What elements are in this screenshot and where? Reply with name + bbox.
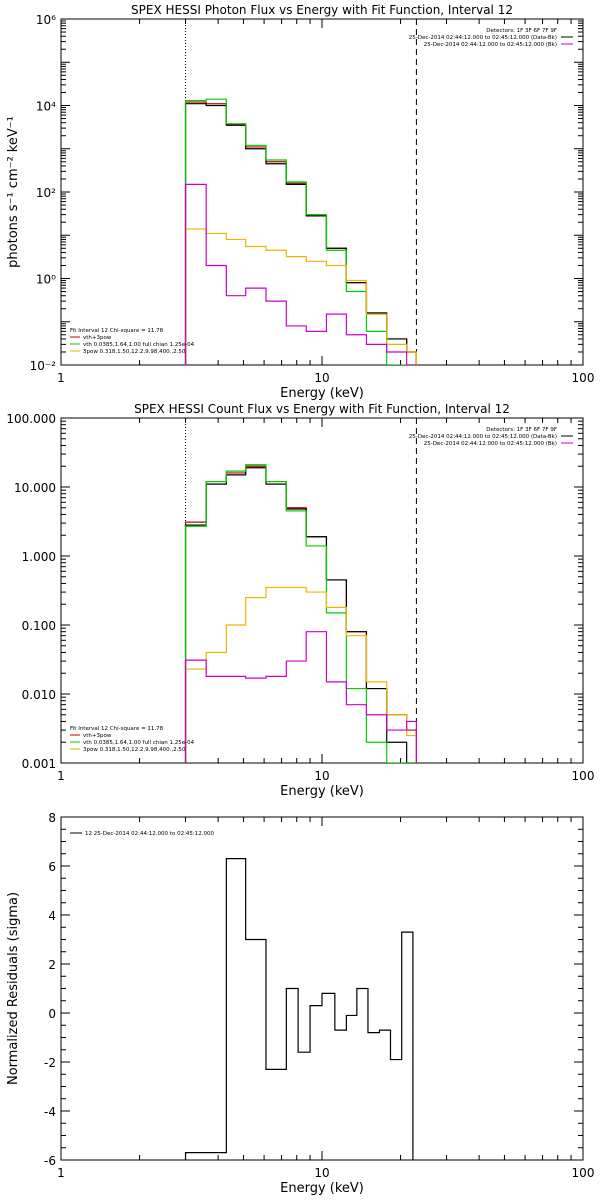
legend-left-entry: vth 0.0385,1.64,1.00 full chian 1.25e-04 bbox=[83, 740, 195, 746]
series-line-5 bbox=[184, 183, 417, 365]
legend-right-entry: 25-Dec-2014 02:44:12.000 to 02:45:12.000… bbox=[424, 441, 557, 447]
plot-frame bbox=[60, 417, 584, 764]
series-line-1 bbox=[184, 858, 414, 1160]
y-tick-label: 8 bbox=[48, 811, 56, 825]
y-tick-label: 10⁻² bbox=[30, 359, 57, 373]
x-tick-label: 100 bbox=[572, 769, 595, 783]
y-tick-label: -6 bbox=[44, 1154, 56, 1168]
series-line-4 bbox=[184, 586, 418, 763]
x-tick-label: 100 bbox=[572, 1166, 595, 1180]
legend-left-entry: 12 25-Dec-2014 02:44:12.000 to 02:45:12.… bbox=[85, 831, 215, 837]
plot-panel-1: SPEX HESSI Photon Flux vs Energy with Fi… bbox=[6, 3, 594, 401]
legend-left-entry: Fit Interval 12 Chi-square = 11.78 bbox=[70, 328, 164, 334]
legend-right-entry: Detectors: 1F 3F 6F 7F 9F bbox=[486, 28, 557, 34]
y-tick-label: 4 bbox=[48, 909, 56, 923]
chart-title: SPEX HESSI Photon Flux vs Energy with Fi… bbox=[131, 3, 513, 17]
y-tick-label: 10⁴ bbox=[36, 100, 56, 114]
y-axis-label: photons s⁻¹ cm⁻² keV⁻¹ bbox=[6, 116, 21, 268]
plot-panel-3: 1 10 100 -6 -4 -2 0 2 4 6 8 Energy (keV) Normalized … bbox=[6, 811, 594, 1196]
plot-panel-2: SPEX HESSI Count Flux vs Energy with Fit… bbox=[6, 402, 594, 799]
y-tick-label: 10² bbox=[36, 186, 56, 200]
plot-frame bbox=[60, 816, 584, 1161]
x-tick-label: 1 bbox=[57, 1166, 65, 1180]
plot-frame bbox=[60, 18, 584, 366]
y-tick-label: 10⁶ bbox=[36, 13, 56, 27]
y-tick-label: -2 bbox=[44, 1056, 56, 1070]
x-tick-label: 100 bbox=[572, 371, 595, 385]
legend-left-entry: vth+3pow bbox=[83, 335, 112, 341]
series-line-5 bbox=[184, 631, 418, 763]
x-axis-label: Energy (keV) bbox=[280, 386, 364, 401]
x-axis-label: Energy (keV) bbox=[280, 784, 364, 799]
series-line-3 bbox=[184, 98, 417, 365]
y-axis-label: Normalized Residuals (sigma) bbox=[6, 892, 21, 1085]
legend-left-entry: 3pow 0.318,1.50,12.2,9.98,400.,2.50 bbox=[83, 747, 186, 753]
series-line-3 bbox=[184, 464, 417, 763]
y-tick-label: 0.010 bbox=[22, 688, 56, 702]
series-group bbox=[184, 98, 418, 365]
legend-right-entry: 25-Dec-2014 02:44:12.000 to 02:45:12.000… bbox=[424, 42, 557, 48]
legend-left-entry: vth 0.0385,1.64,1.00 full chian 1.25e-04 bbox=[83, 342, 195, 348]
legend-left-entry: Fit Interval 12 Chi-square = 11.78 bbox=[70, 726, 164, 732]
y-tick-label: 0 bbox=[48, 1007, 56, 1021]
y-tick-label: 100.000 bbox=[6, 412, 56, 426]
y-tick-label: 10.000 bbox=[14, 481, 56, 495]
legend-left-entry: 3pow 0.318,1.50,12.2,9.98,400.,2.50 bbox=[83, 349, 186, 355]
x-axis-label: Energy (keV) bbox=[280, 1181, 364, 1196]
series-group bbox=[184, 464, 418, 763]
chart-title: SPEX HESSI Count Flux vs Energy with Fit… bbox=[134, 402, 510, 416]
y-tick-label: 6 bbox=[48, 860, 56, 874]
x-tick-label: 10 bbox=[314, 371, 329, 385]
legend-right-entry: Detectors: 1F 3F 6F 7F 9F bbox=[486, 427, 557, 433]
series-group bbox=[184, 858, 414, 1160]
x-tick-label: 1 bbox=[57, 371, 65, 385]
legend-right-entry: 25-Dec-2014 02:44:12.000 to 02:45:12.000… bbox=[409, 35, 557, 41]
x-tick-label: 10 bbox=[314, 1166, 329, 1180]
series-line-4 bbox=[184, 228, 418, 365]
x-tick-label: 10 bbox=[314, 769, 329, 783]
y-tick-label: -4 bbox=[44, 1105, 56, 1119]
legend-right-entry: 25-Dec-2014 02:44:12.000 to 02:45:12.000… bbox=[409, 434, 557, 440]
y-tick-label: 0.001 bbox=[22, 757, 56, 771]
legend-left-entry: vth+3pow bbox=[83, 733, 112, 739]
y-tick-label: 1.000 bbox=[22, 550, 56, 564]
y-tick-label: 2 bbox=[48, 958, 56, 972]
x-tick-label: 1 bbox=[57, 769, 65, 783]
y-tick-label: 0.100 bbox=[22, 619, 56, 633]
series-line-2 bbox=[184, 467, 417, 763]
y-tick-label: 10⁰ bbox=[36, 273, 56, 287]
